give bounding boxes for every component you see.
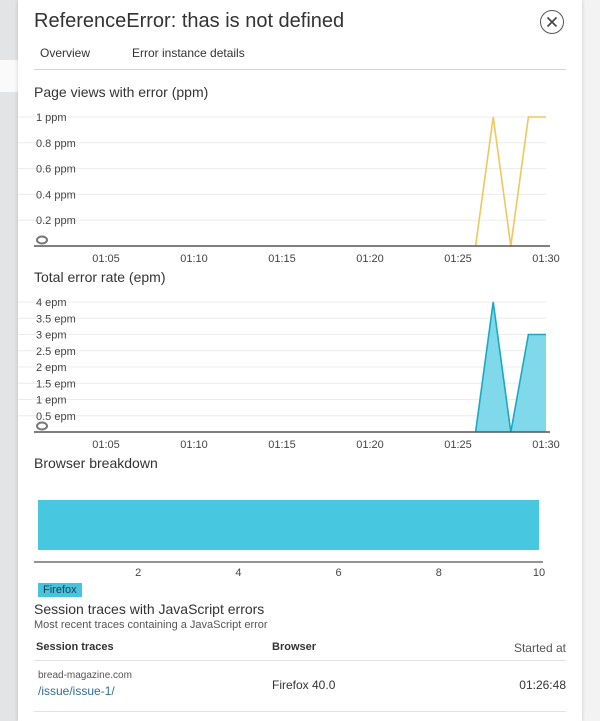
y-tick-label: 1.5 epm [36, 378, 76, 390]
x-tick-label: 01:05 [92, 439, 120, 451]
column-header-session-traces[interactable]: Session traces [36, 641, 114, 653]
x-tick-label: 01:20 [356, 439, 384, 451]
close-icon [546, 16, 558, 28]
x-tick-label: 01:30 [532, 439, 560, 451]
y-tick-label: 0.6 ppm [36, 164, 76, 176]
x-tick-label: 01:10 [180, 253, 208, 265]
x-tick-label: 01:30 [532, 253, 560, 265]
close-button[interactable] [540, 10, 564, 34]
bar-firefox [38, 500, 539, 550]
background-tab [0, 60, 18, 92]
page-title: ReferenceError: thas is not defined [34, 10, 345, 32]
page-views-chart: 1 ppm 0.8 ppm 0.6 ppm 0.4 ppm 0.2 ppm 01:05 01… [18, 112, 560, 265]
x-tick-label: 4 [235, 567, 241, 579]
tab-bar: Overview Error instance details [34, 44, 566, 70]
session-traces-title: Session traces with JavaScript errors [34, 601, 265, 617]
x-tick-label: 2 [135, 567, 141, 579]
trace-browser: Firefox 40.0 [272, 678, 336, 692]
y-tick-label: 4 epm [36, 297, 67, 309]
legend-firefox[interactable]: Firefox [38, 583, 82, 597]
series-line [474, 116, 546, 247]
y-tick-label: 0.2 ppm [36, 215, 76, 227]
tab-error-instance-details[interactable]: Error instance details [132, 46, 245, 60]
error-rate-chart-title: Total error rate (epm) [34, 269, 166, 285]
y-tick-label: 0.5 epm [36, 411, 76, 423]
x-tick-label: 01:10 [180, 439, 208, 451]
background-right [582, 0, 600, 721]
x-tick-label: 01:05 [92, 253, 120, 265]
y-tick-label: 0.8 ppm [36, 138, 76, 150]
x-tick-label: 01:15 [268, 253, 296, 265]
x-tick-label: 01:25 [444, 253, 472, 265]
browser-breakdown-chart: 2 4 6 8 10 [34, 500, 545, 579]
column-header-browser[interactable]: Browser [272, 641, 317, 653]
column-header-started-at[interactable]: Started at [513, 641, 566, 655]
y-tick-label: 1 epm [36, 395, 67, 407]
browser-breakdown-title: Browser breakdown [34, 455, 158, 471]
origin-marker-icon [36, 421, 48, 431]
y-tick-label: 0.4 ppm [36, 189, 76, 201]
trace-started-at: 01:26:48 [519, 678, 566, 692]
y-tick-label: 3 epm [36, 330, 67, 342]
y-tick-label: 2 epm [36, 362, 67, 374]
y-tick-label: 2.5 epm [36, 346, 76, 358]
y-tick-label: 3.5 epm [36, 313, 76, 325]
trace-domain: bread-magazine.com [38, 670, 132, 681]
session-traces-subtitle: Most recent traces containing a JavaScri… [34, 619, 268, 631]
row-divider [34, 711, 566, 712]
origin-marker-icon [36, 235, 48, 245]
x-tick-label: 10 [533, 567, 545, 579]
y-tick-label: 1 ppm [36, 112, 67, 124]
x-tick-label: 6 [336, 567, 342, 579]
tab-overview[interactable]: Overview [40, 46, 91, 60]
error-details-panel: ReferenceError: thas is not defined Over… [18, 0, 582, 721]
x-tick-label: 01:15 [268, 439, 296, 451]
error-rate-chart: 4 epm 3.5 epm 3 epm 2.5 epm 2 epm 1.5 epm 1 ep… [18, 297, 560, 451]
x-tick-label: 01:20 [356, 253, 384, 265]
page-views-chart-title: Page views with error (ppm) [34, 84, 209, 100]
trace-path-link[interactable]: /issue/issue-1/ [38, 684, 115, 698]
x-tick-label: 01:25 [444, 439, 472, 451]
background-left [0, 0, 18, 721]
x-tick-label: 8 [436, 567, 442, 579]
header-divider [34, 660, 566, 661]
